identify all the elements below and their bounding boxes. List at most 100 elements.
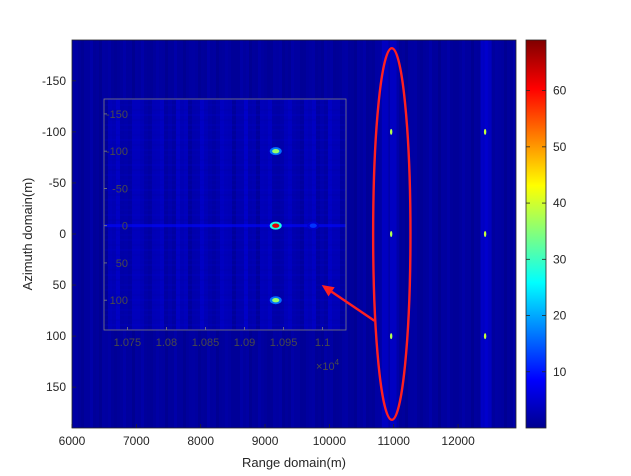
inset-texture-column	[132, 99, 136, 330]
inset-texture-column	[124, 99, 128, 330]
inset-texture-column	[344, 99, 346, 330]
inset-texture-row	[104, 204, 346, 206]
inset-texture-row	[104, 279, 346, 281]
inset-x-tick-label: 1.075	[114, 337, 142, 349]
texture-column	[351, 40, 354, 428]
colorbar-tick-label: 30	[553, 252, 567, 266]
texture-column	[417, 40, 420, 428]
x-axis-label: Range domain(m)	[242, 455, 346, 470]
texture-column	[507, 40, 510, 428]
inset-texture-column	[240, 99, 244, 330]
inset-target-point	[272, 223, 280, 228]
inset-texture-column	[196, 99, 200, 330]
inset-texture-column	[280, 99, 284, 330]
inset-x-tick-label: 1.09	[234, 337, 255, 349]
texture-column	[447, 40, 450, 428]
inset-texture-row	[104, 219, 346, 221]
inset-texture-column	[224, 99, 228, 330]
inset-texture-row	[104, 154, 346, 156]
inset-texture-column	[268, 99, 272, 330]
texture-column	[405, 40, 408, 428]
inset-y-tick-label: 0	[122, 221, 128, 233]
annotation-arrow-head	[321, 285, 335, 297]
inset-texture-column	[284, 99, 288, 330]
inset-target-point	[272, 297, 280, 303]
inset-texture-column	[180, 99, 184, 330]
texture-column	[465, 40, 468, 428]
y-tick-label: 150	[46, 380, 66, 394]
target-point	[389, 231, 393, 237]
inset-texture-column	[248, 99, 252, 330]
texture-column	[345, 40, 348, 428]
texture-column	[462, 40, 465, 428]
inset-texture-row	[104, 119, 346, 121]
inset-texture-column	[108, 99, 112, 330]
texture-column	[375, 40, 378, 428]
texture-column	[513, 40, 516, 428]
inset-texture-column	[120, 99, 124, 330]
inset-y-tick-label: -150	[106, 109, 128, 121]
sidelobe-stripe	[389, 40, 397, 428]
texture-column	[78, 40, 81, 428]
texture-column	[90, 40, 93, 428]
inset-texture-row	[104, 234, 346, 236]
colorbar-tick-label: 10	[553, 365, 567, 379]
inset-texture-column	[208, 99, 212, 330]
inset-texture-column	[328, 99, 332, 330]
texture-column	[75, 40, 78, 428]
inset-texture-column	[260, 99, 264, 330]
inset-texture-column	[116, 99, 120, 330]
inset-texture-column	[312, 99, 316, 330]
texture-column	[84, 40, 87, 428]
y-tick-label: 100	[46, 329, 66, 343]
colorbar-tick-label: 40	[553, 196, 567, 210]
inset-texture-row	[104, 164, 346, 166]
inset-texture-row	[104, 264, 346, 266]
inset-texture-row	[104, 269, 346, 271]
inset-texture-column	[172, 99, 176, 330]
annotation-ellipse	[371, 46, 412, 422]
inset-texture-row	[104, 294, 346, 296]
texture-column	[477, 40, 480, 428]
texture-column	[471, 40, 474, 428]
texture-column	[402, 40, 405, 428]
texture-column	[360, 40, 363, 428]
inset-texture-column	[200, 99, 204, 330]
x-tick-label: 6000	[59, 434, 86, 448]
texture-column	[378, 40, 381, 428]
texture-column	[444, 40, 447, 428]
inset-texture-column	[152, 99, 156, 330]
colorbar-tick-label: 50	[553, 140, 567, 154]
inset-texture-column	[216, 99, 220, 330]
inset-x-multiplier-base: ×10	[316, 361, 335, 373]
inset-texture-column	[288, 99, 292, 330]
inset-texture-row	[104, 174, 346, 176]
inset-texture-column	[300, 99, 304, 330]
inset-texture-row	[104, 304, 346, 306]
texture-column	[501, 40, 504, 428]
texture-column	[348, 40, 351, 428]
inset-texture-row	[104, 144, 346, 146]
x-tick-label: 11000	[377, 434, 410, 448]
texture-column	[492, 40, 495, 428]
inset-texture-row	[104, 139, 346, 141]
inset-frame	[103, 98, 347, 331]
inset-texture-column	[308, 99, 312, 330]
texture-column	[414, 40, 417, 428]
inset-target-point	[309, 223, 317, 228]
texture-column	[369, 40, 372, 428]
texture-column	[366, 40, 369, 428]
inset-texture-row	[104, 254, 346, 256]
inset-texture-column	[272, 99, 276, 330]
inset-texture-row	[104, 159, 346, 161]
texture-column	[432, 40, 435, 428]
inset-texture-column	[184, 99, 188, 330]
texture-column	[93, 40, 96, 428]
inset-texture-row	[104, 214, 346, 216]
y-axis-label: Azimuth domain(m)	[20, 178, 35, 291]
inset-texture-row	[104, 149, 346, 151]
inset-target-point	[272, 148, 280, 154]
inset-texture-column	[188, 99, 192, 330]
texture-column	[510, 40, 513, 428]
